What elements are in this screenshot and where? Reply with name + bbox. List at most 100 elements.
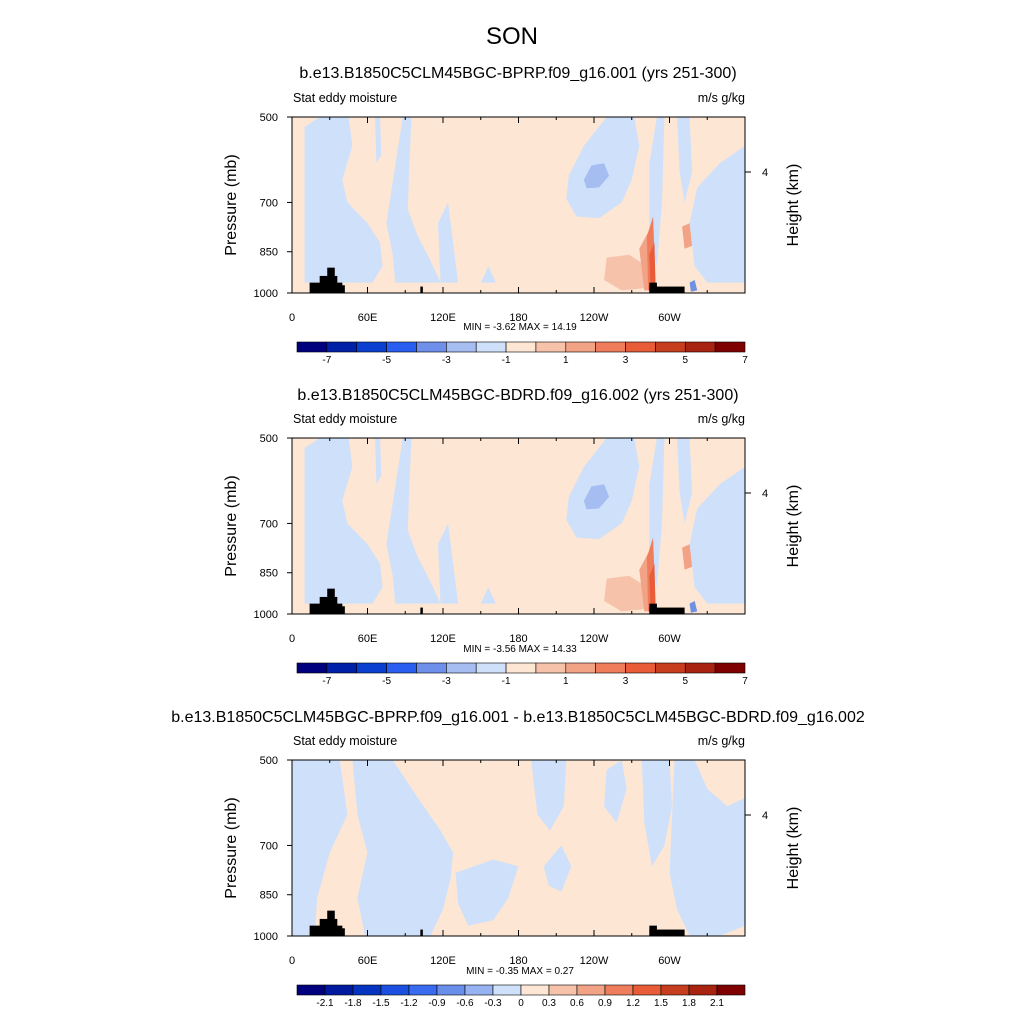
panel-left-string: Stat eddy moisture	[293, 734, 397, 748]
colorbar-box	[446, 341, 477, 353]
colorbar-box	[505, 662, 537, 674]
colorbar-box	[380, 984, 410, 996]
colorbar-box	[714, 341, 746, 353]
x-tick-label: 180	[509, 633, 527, 645]
colorbar-label: -1.5	[372, 998, 390, 1009]
colorbar: -7 -5 -3 -1 1 3 5 7	[296, 341, 748, 366]
topography-mask	[420, 607, 423, 614]
colorbar-box	[296, 984, 326, 996]
x-tick-label: 60W	[658, 633, 681, 645]
colorbar-label: -1.8	[344, 998, 362, 1009]
colorbar-box	[416, 662, 447, 674]
colorbar-label: -0.9	[428, 998, 446, 1009]
contour-region	[689, 145, 745, 283]
colorbar-box	[548, 984, 578, 996]
colorbar-box	[408, 984, 438, 996]
right-tick-label: 4	[762, 488, 768, 500]
right-tick-label: 4	[762, 810, 768, 822]
topography-mask	[649, 603, 657, 614]
contour-region	[386, 438, 441, 604]
contour-region	[682, 544, 693, 570]
colorbar-label: 2.1	[710, 998, 724, 1009]
contour-region	[689, 601, 698, 613]
colorbar-box	[446, 662, 477, 674]
colorbar: -7 -5 -3 -1 1 3 5 7	[296, 662, 748, 687]
colorbar-box	[688, 984, 718, 996]
y-axis-label: Pressure (mb)	[223, 797, 240, 898]
y-axis-label-right: Height (km)	[785, 807, 802, 890]
y-axis-label: Pressure (mb)	[223, 475, 240, 576]
colorbar-label: -3	[442, 676, 451, 687]
topography-mask	[327, 588, 335, 614]
colorbar-box	[326, 662, 358, 674]
x-tick-label: 60E	[358, 633, 378, 645]
min-max-label: MIN = -3.56 MAX = 14.33	[463, 644, 577, 655]
contour-field	[292, 760, 745, 936]
colorbar-box	[625, 341, 656, 353]
y-axis-label-right: Height (km)	[785, 485, 802, 568]
figure-title: SON	[486, 23, 538, 50]
colorbar-label: 3	[623, 355, 629, 366]
panel-left-string: Stat eddy moisture	[293, 91, 397, 105]
panel-left-string: Stat eddy moisture	[293, 412, 397, 426]
y-tick-label: 500	[260, 433, 278, 445]
colorbar-box	[595, 662, 626, 674]
x-tick-label: 120E	[430, 633, 456, 645]
y-tick-label: 850	[260, 247, 278, 259]
panel-right-string: m/s g/kg	[698, 734, 745, 748]
colorbar-label: 0	[518, 998, 524, 1009]
colorbar-box	[326, 341, 358, 353]
contour-region	[438, 523, 459, 604]
x-tick-label: 60W	[658, 312, 681, 324]
panel-2: b.e13.B1850C5CLM45BGC-BDRD.f09_g16.002 (…	[223, 387, 802, 687]
contour-field	[292, 117, 745, 293]
colorbar-box	[356, 341, 387, 353]
x-tick-label: 180	[509, 312, 527, 324]
contour-region	[375, 438, 382, 485]
colorbar-box	[520, 984, 550, 996]
colorbar-label: 5	[682, 355, 688, 366]
contour-region	[689, 466, 745, 604]
right-tick-label: 4	[762, 167, 768, 179]
min-max-label: MIN = -0.35 MAX = 0.27	[466, 966, 574, 977]
x-tick-label: 0	[289, 312, 295, 324]
contour-region	[649, 563, 656, 612]
topography-mask	[649, 286, 685, 293]
contour-region	[386, 117, 441, 283]
topography-mask	[420, 929, 423, 936]
y-axis-label: Pressure (mb)	[223, 154, 240, 255]
x-tick-label: 120W	[580, 312, 609, 324]
x-tick-label: 0	[289, 633, 295, 645]
colorbar-label: 1	[563, 676, 569, 687]
colorbar-box	[296, 662, 328, 674]
colorbar-box	[324, 984, 354, 996]
x-tick-label: 120W	[580, 633, 609, 645]
y-tick-label: 850	[260, 568, 278, 580]
contour-region	[292, 760, 348, 936]
contour-region	[304, 117, 383, 283]
colorbar-box	[492, 984, 522, 996]
topography-mask	[327, 910, 335, 936]
panel-1: b.e13.B1850C5CLM45BGC-BPRP.f09_g16.001 (…	[223, 65, 802, 366]
colorbar-box	[475, 341, 507, 353]
y-tick-label: 1000	[254, 288, 278, 300]
topography-mask	[649, 282, 657, 293]
contour-region	[455, 859, 519, 926]
contour-region	[543, 845, 572, 892]
topography-mask	[337, 928, 345, 936]
panel-right-string: m/s g/kg	[698, 91, 745, 105]
contour-region	[352, 760, 454, 936]
contour-field	[292, 438, 745, 614]
colorbar-box	[714, 662, 746, 674]
contour-region	[583, 484, 610, 510]
y-tick-label: 1000	[254, 609, 278, 621]
colorbar-box	[352, 984, 382, 996]
panel-title: b.e13.B1850C5CLM45BGC-BDRD.f09_g16.002 (…	[297, 387, 738, 404]
topography-mask	[420, 286, 423, 293]
colorbar-box	[436, 984, 466, 996]
topography-mask	[327, 267, 335, 293]
contour-region	[480, 587, 496, 604]
colorbar-label: 1.8	[682, 998, 696, 1009]
colorbar-box	[625, 662, 656, 674]
